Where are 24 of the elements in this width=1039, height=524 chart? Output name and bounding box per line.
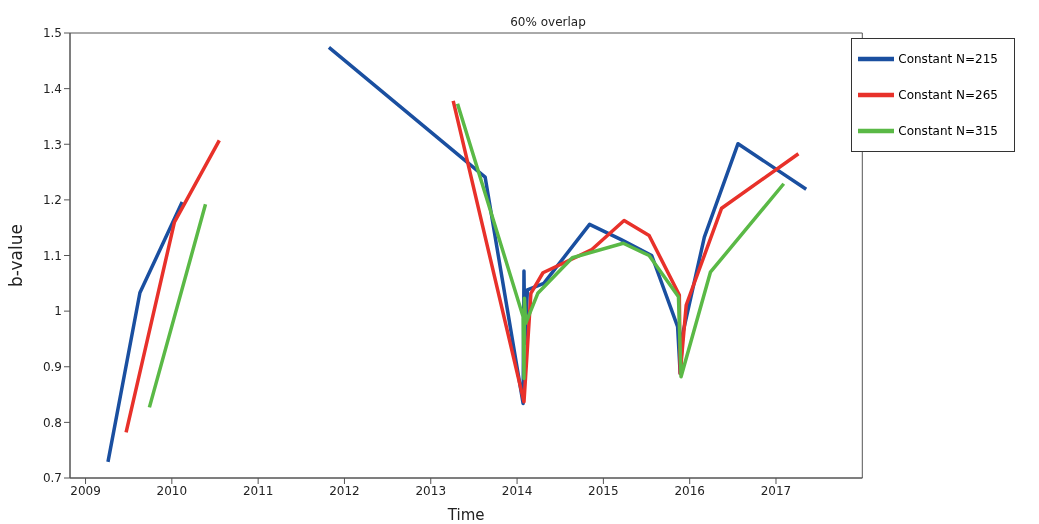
chart-title: 60% overlap bbox=[510, 15, 586, 29]
y-tick-label: 0.8 bbox=[42, 415, 62, 430]
x-tick-label: 2014 bbox=[501, 483, 533, 498]
x-tick-label: 2013 bbox=[415, 483, 447, 498]
x-tick-label: 2012 bbox=[329, 483, 360, 498]
x-axis-title: Time bbox=[446, 506, 485, 524]
y-tick-label: 0.9 bbox=[42, 360, 62, 375]
x-tick-label: 2010 bbox=[156, 483, 188, 498]
y-tick-label: 1 bbox=[54, 304, 62, 319]
x-tick-label: 2011 bbox=[242, 483, 274, 498]
y-tick-label: 1.1 bbox=[42, 248, 62, 263]
legend-label: Constant N=265 bbox=[898, 87, 998, 102]
y-tick-label: 1.3 bbox=[42, 137, 62, 152]
y-tick-label: 0.7 bbox=[42, 471, 62, 486]
legend-label: Constant N=215 bbox=[898, 51, 998, 66]
x-tick-label: 2016 bbox=[674, 483, 705, 498]
y-axis-title: b-value bbox=[6, 224, 27, 287]
x-tick-label: 2009 bbox=[70, 483, 101, 498]
y-tick-label: 1.5 bbox=[42, 26, 62, 41]
legend-label: Constant N=315 bbox=[898, 123, 998, 138]
x-tick-label: 2017 bbox=[760, 483, 792, 498]
y-tick-label: 1.2 bbox=[42, 193, 62, 208]
y-tick-label: 1.4 bbox=[42, 81, 62, 96]
x-tick-label: 2015 bbox=[588, 483, 619, 498]
